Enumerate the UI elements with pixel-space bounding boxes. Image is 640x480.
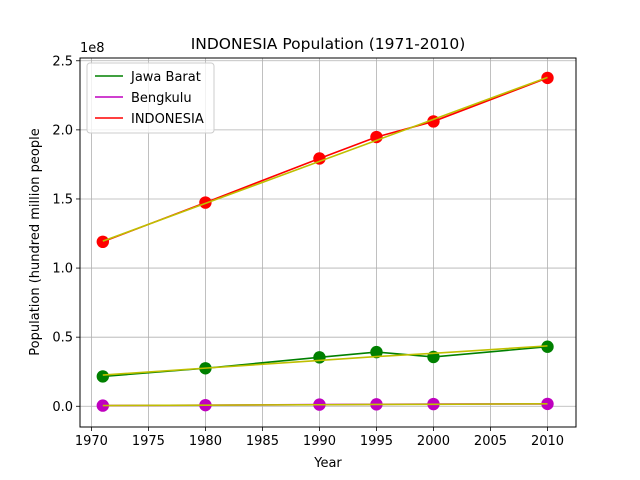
chart-title: INDONESIA Population (1971-2010) [191, 35, 466, 53]
y-axis-label: Population (hundred million people [28, 128, 43, 355]
axis-ticks: 1970 1975 1980 1985 1990 1995 2000 2005 2010 0.0 0… [52, 54, 564, 449]
legend-label-bengkulu: Bengkulu [131, 91, 192, 106]
indonesia-trend-line [102, 76, 548, 242]
legend-label-indonesia: INDONESIA [131, 112, 204, 127]
jawa-barat-trend-line [102, 345, 548, 376]
y-tick-label: 0.0 [52, 400, 73, 415]
bengkulu-data-point [541, 397, 554, 411]
x-tick-label: 1980 [189, 434, 222, 449]
y-tick-label: 0.5 [52, 331, 73, 346]
x-tick-label: 1970 [75, 434, 108, 449]
y-tick-label: 1.5 [52, 192, 73, 207]
legend-box [86, 62, 215, 134]
y-scale-label: 1e8 [80, 41, 105, 56]
x-tick-label: 2000 [417, 434, 450, 449]
plot-lines [96, 71, 554, 412]
x-tick-label: 2010 [531, 434, 564, 449]
x-tick-label: 1990 [303, 434, 336, 449]
y-tick-label: 1.0 [52, 262, 73, 277]
legend-label-jawa-barat: Jawa Barat [130, 70, 201, 85]
y-tick-label: 2.0 [52, 123, 73, 138]
x-tick-label: 1985 [246, 434, 279, 449]
y-tick-label: 2.5 [52, 54, 73, 69]
x-tick-label: 2005 [474, 434, 507, 449]
x-tick-label: 1975 [132, 434, 165, 449]
x-axis-label: Year [313, 456, 342, 471]
plot-frame [79, 57, 577, 428]
legend: Jawa Barat Bengkulu INDONESIA [86, 62, 215, 134]
jawa-barat-data-point [541, 340, 554, 353]
bengkulu-trend-line [102, 402, 548, 407]
x-tick-label: 1995 [360, 434, 393, 449]
